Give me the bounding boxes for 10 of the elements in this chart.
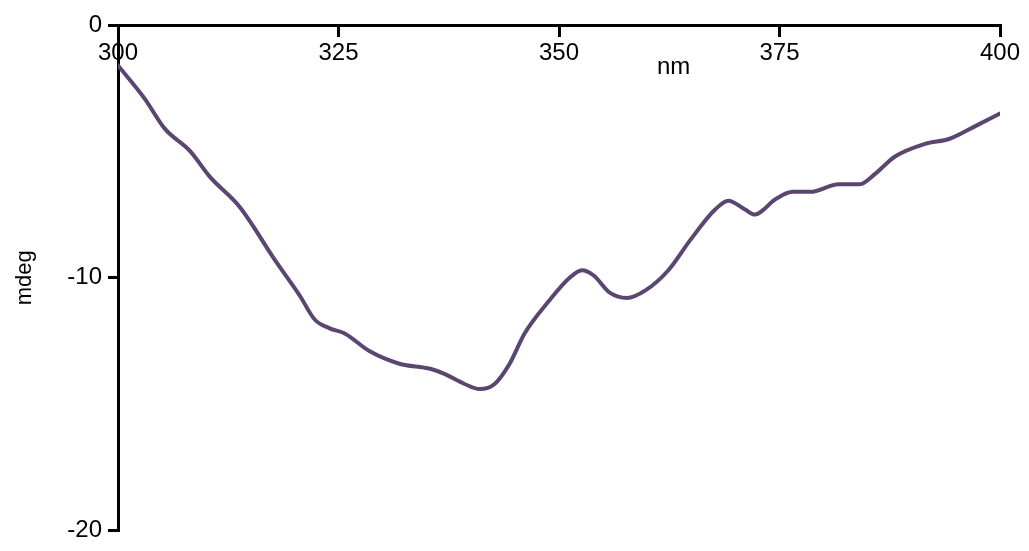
x-tick-label: 375 bbox=[759, 38, 800, 66]
x-axis-title: nm bbox=[656, 51, 691, 79]
x-tick-label: 350 bbox=[538, 38, 580, 66]
line-series bbox=[118, 63, 1000, 392]
y-tick-label: -20 bbox=[67, 515, 102, 543]
x-tick-label: 325 bbox=[318, 38, 359, 66]
y-tick-label: 0 bbox=[88, 9, 102, 37]
y-axis-title: mdeg bbox=[11, 250, 37, 306]
y-tick-label: -10 bbox=[67, 262, 102, 290]
x-tick-label: 400 bbox=[979, 38, 1021, 66]
